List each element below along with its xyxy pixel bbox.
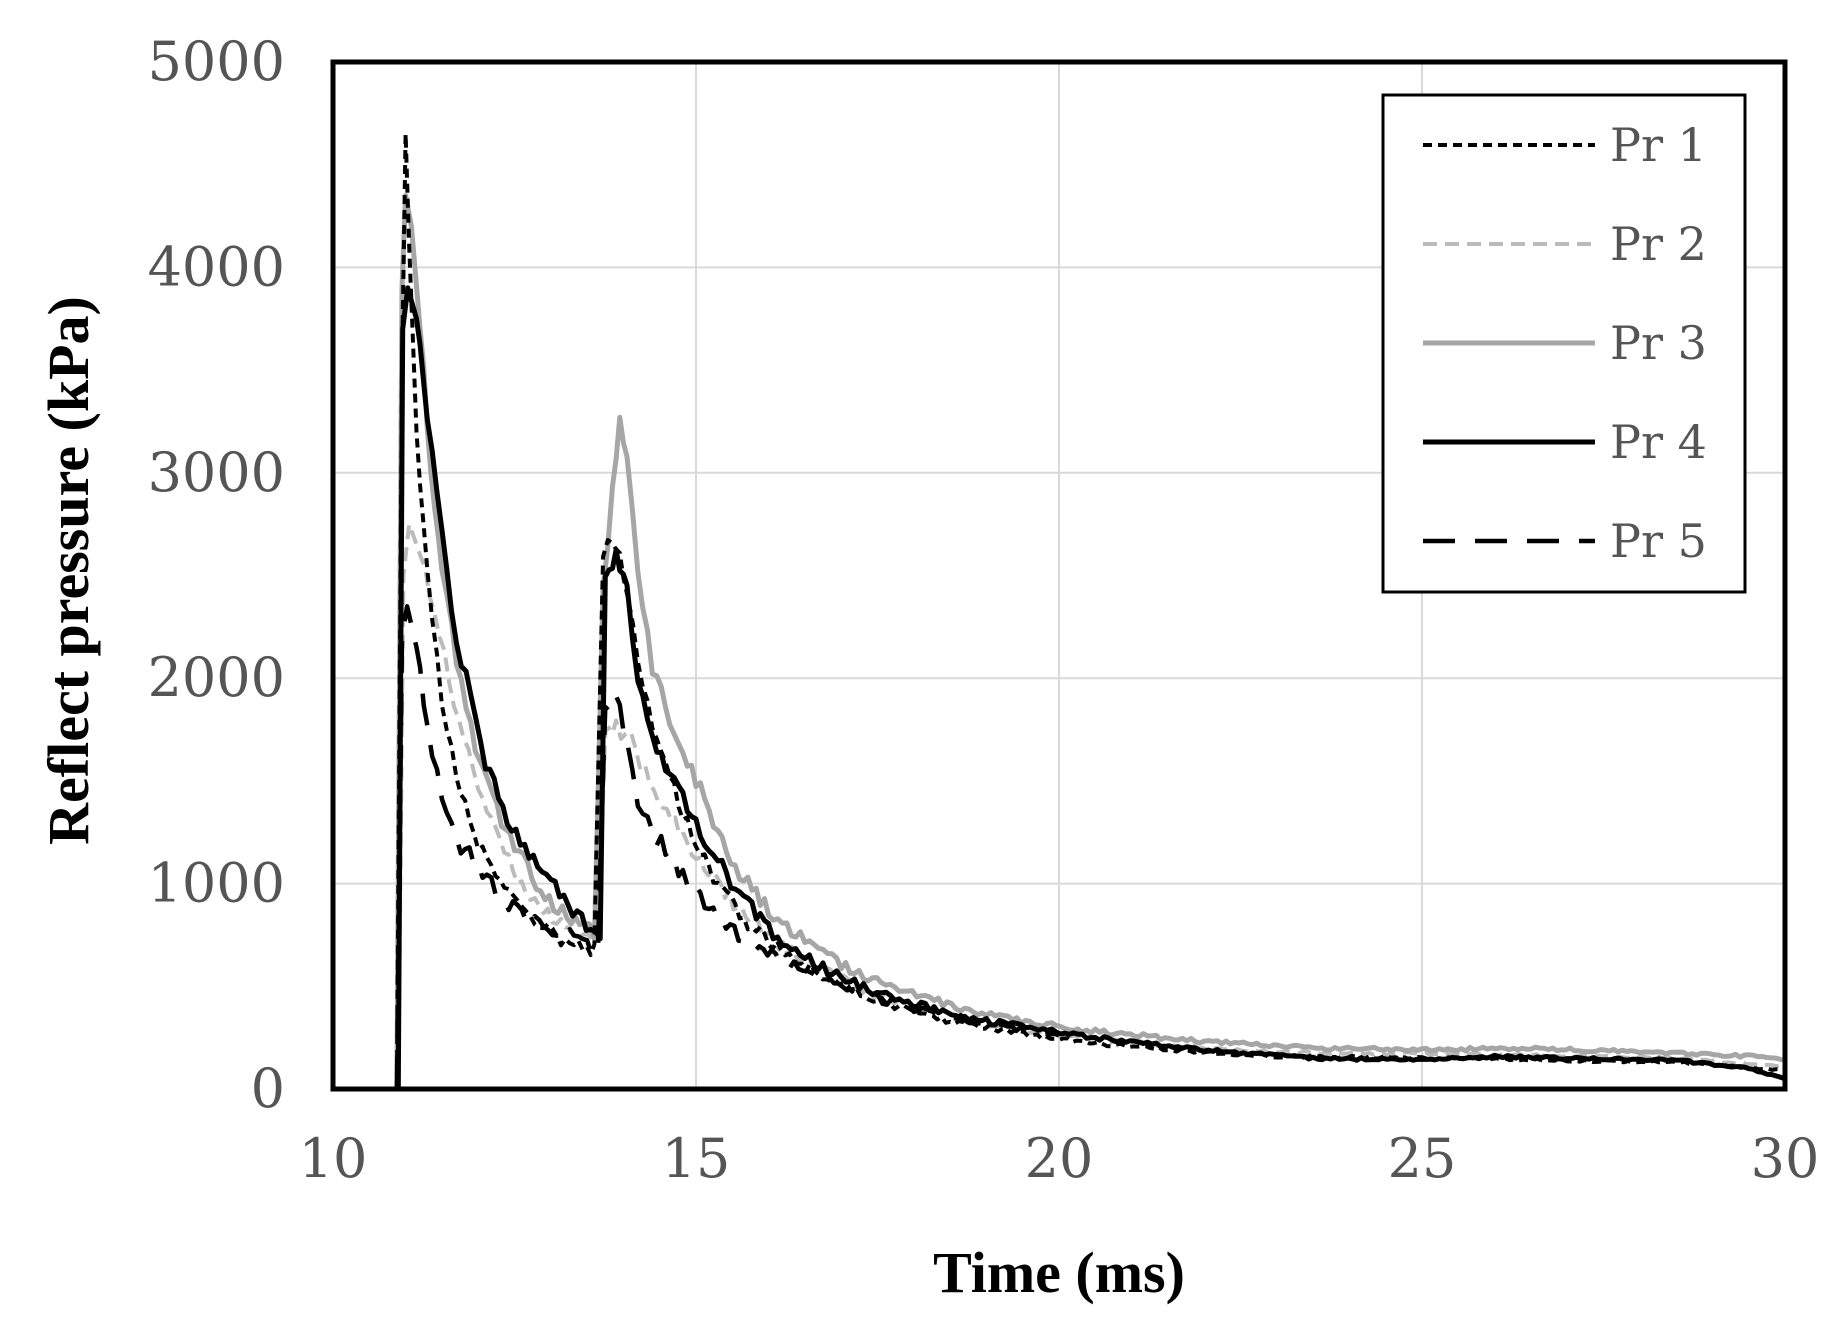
x-tick-label: 20 [1025, 1127, 1094, 1190]
y-tick-label: 3000 [148, 441, 285, 504]
x-tick-labels: 10 15 20 25 30 [299, 1127, 1820, 1190]
series-line-5 [394, 604, 1060, 1090]
y-tick-label: 2000 [148, 646, 285, 709]
y-tick-label: 5000 [148, 30, 285, 93]
x-tick-label: 25 [1388, 1127, 1457, 1190]
series-line-3 [394, 193, 1786, 1090]
legend-label-1: Pr 1 [1610, 118, 1707, 172]
x-tick-label: 30 [1751, 1127, 1820, 1190]
y-axis-title: Reflect pressure (kPa) [36, 296, 101, 845]
series-line-4 [395, 285, 1786, 1090]
plot-frame [330, 59, 1788, 1092]
y-tick-label: 4000 [148, 235, 285, 298]
legend-label-3: Pr 3 [1610, 316, 1707, 370]
legend-label-4: Pr 4 [1610, 415, 1707, 469]
legend-label-2: Pr 2 [1610, 217, 1707, 271]
y-tick-labels: 0 1000 2000 3000 4000 5000 [148, 30, 285, 1120]
x-axis-title: Time (ms) [933, 1240, 1185, 1305]
x-tick-label: 10 [299, 1127, 368, 1190]
series-line-1 [394, 131, 1786, 1090]
y-tick-label: 1000 [148, 852, 285, 915]
legend-label-5: Pr 5 [1610, 514, 1707, 568]
legend: Pr 1 Pr 2 Pr 3 Pr 4 Pr 5 [1381, 93, 1747, 594]
x-tick-label: 15 [662, 1127, 731, 1190]
series-group [394, 131, 1786, 1090]
y-tick-label: 0 [251, 1057, 285, 1120]
